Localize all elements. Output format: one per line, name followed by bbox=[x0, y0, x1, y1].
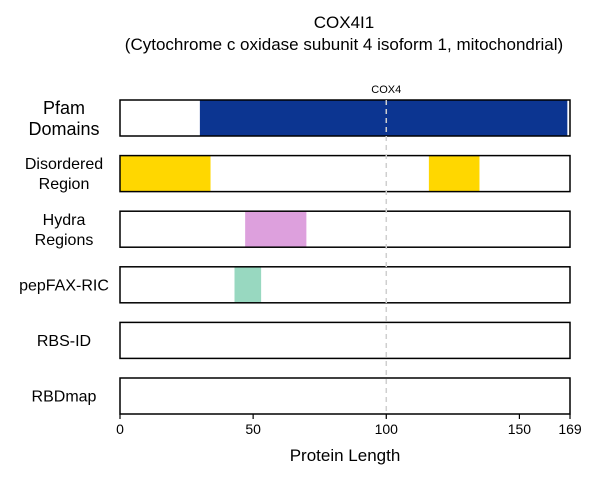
segment-bar bbox=[199, 100, 568, 136]
track-label: RBDmap bbox=[32, 389, 97, 406]
x-tick-label: 100 bbox=[375, 421, 399, 437]
track-label: Disordered bbox=[25, 156, 103, 173]
reference-line-label: COX4 bbox=[371, 84, 401, 96]
track-frame bbox=[119, 154, 571, 193]
x-tick-label: 150 bbox=[508, 421, 532, 437]
segment-bar bbox=[120, 155, 211, 192]
chart-title: COX4I1 bbox=[314, 13, 374, 32]
x-tick-label: 50 bbox=[245, 421, 261, 437]
x-axis: 0 50 100 150 169 bbox=[116, 414, 582, 437]
x-axis-label: Protein Length bbox=[290, 446, 401, 465]
x-tick-label: 169 bbox=[558, 421, 582, 437]
track-label: Domains bbox=[28, 119, 99, 139]
track-label: Pfam bbox=[43, 98, 85, 118]
track-label: RBS-ID bbox=[37, 333, 91, 350]
track-frame bbox=[119, 321, 571, 360]
segment-bar bbox=[428, 155, 480, 192]
track-frame bbox=[119, 99, 571, 137]
track-frame bbox=[119, 266, 571, 304]
track-frame bbox=[119, 377, 571, 415]
x-tick-label: 0 bbox=[116, 421, 124, 437]
segment-bar bbox=[234, 266, 262, 303]
track-label: Hydra bbox=[43, 212, 86, 229]
track-label: pepFAX-RIC bbox=[19, 277, 109, 294]
track-frame bbox=[119, 210, 571, 248]
chart-subtitle: (Cytochrome c oxidase subunit 4 isoform … bbox=[125, 35, 563, 54]
segment-bar bbox=[245, 211, 307, 248]
track-label: Regions bbox=[35, 232, 94, 249]
track-label: Region bbox=[39, 176, 90, 193]
